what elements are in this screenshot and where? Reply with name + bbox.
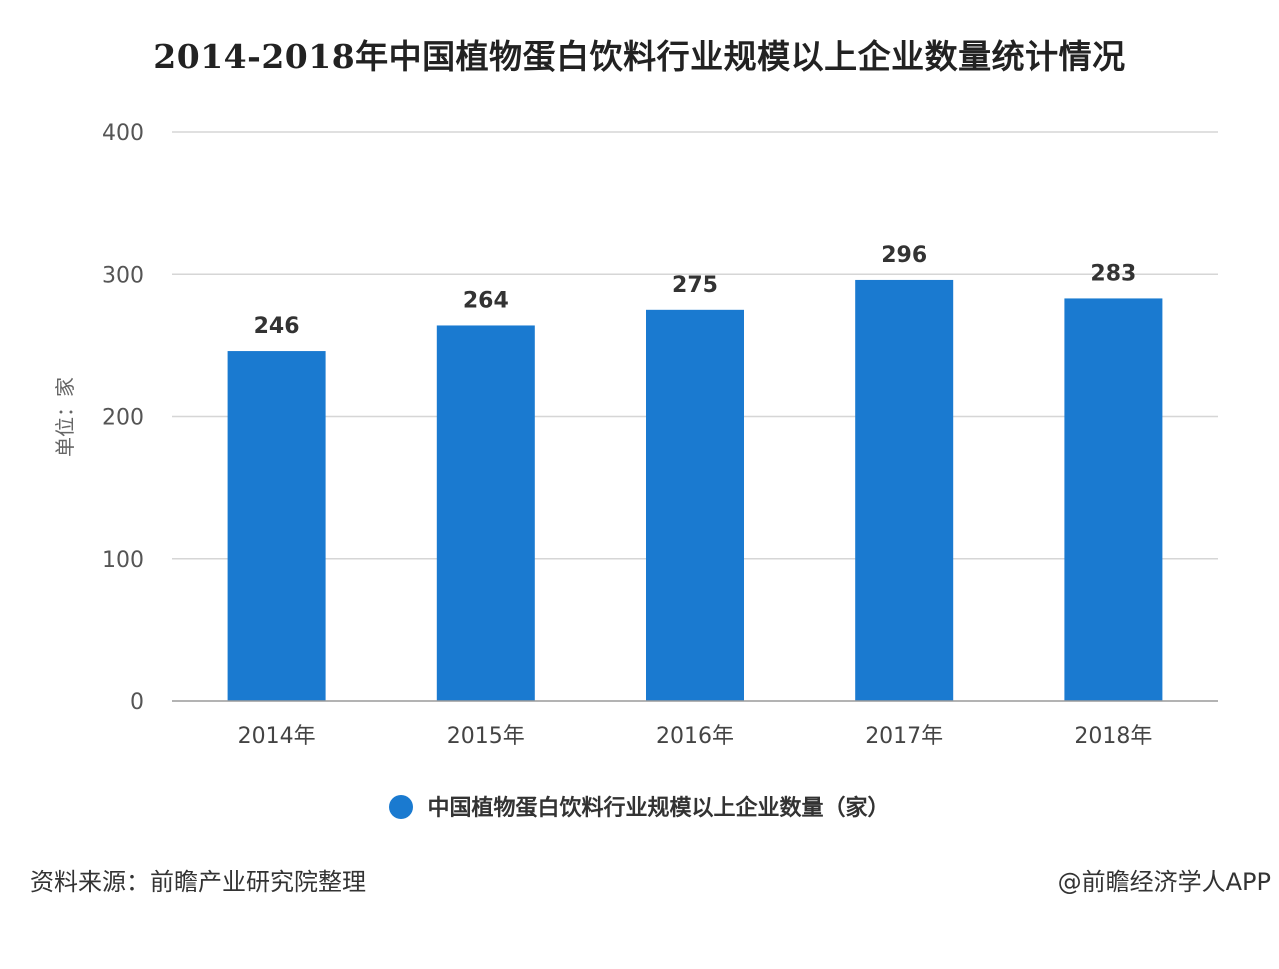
data-label-2016年: 275 — [672, 273, 718, 298]
y-tick-label-200: 200 — [102, 406, 144, 431]
bar-2014年 — [227, 351, 326, 701]
legend-marker — [389, 795, 414, 819]
y-tick-label-300: 300 — [102, 263, 144, 288]
data-labels: 246 264 275 296 283 — [254, 243, 1137, 339]
bar-2017年 — [855, 279, 954, 701]
credit-note: @前瞻经济学人APP — [1057, 868, 1271, 896]
chart-title: 2014-2018年中国植物蛋白饮料行业规模以上企业数量统计情况 — [153, 37, 1126, 76]
data-label-2014年: 246 — [254, 314, 300, 339]
source-note: 资料来源：前瞻产业研究院整理 — [30, 868, 366, 896]
x-axis-labels: 2014年 2015年 2016年 2017年 2018年 — [238, 724, 1153, 749]
bar-2016年 — [646, 309, 744, 701]
y-tick-label-400: 400 — [102, 121, 144, 146]
x-tick-label-2014年: 2014年 — [238, 724, 316, 749]
y-tick-label-100: 100 — [102, 548, 144, 573]
y-tick-label-0: 0 — [130, 690, 144, 715]
bar-chart: 0 100 200 300 400 单位：家 246 264 275 296 283 2014年… — [53, 121, 1218, 749]
x-tick-label-2015年: 2015年 — [447, 724, 525, 749]
y-axis-title: 单位：家 — [53, 377, 77, 457]
data-label-2015年: 264 — [463, 288, 509, 313]
bar-2015年 — [436, 325, 535, 701]
data-label-2018年: 283 — [1090, 261, 1136, 286]
y-axis-ticks: 0 100 200 300 400 — [102, 121, 144, 715]
legend-label: 中国植物蛋白饮料行业规模以上企业数量（家） — [427, 796, 890, 821]
x-tick-label-2018年: 2018年 — [1074, 724, 1152, 749]
x-tick-label-2016年: 2016年 — [656, 724, 734, 749]
x-tick-label-2017年: 2017年 — [865, 724, 943, 749]
bar-2018年 — [1064, 298, 1163, 701]
legend: 中国植物蛋白饮料行业规模以上企业数量（家） — [0, 790, 1279, 822]
bars — [227, 279, 1163, 701]
data-label-2017年: 296 — [881, 243, 927, 268]
